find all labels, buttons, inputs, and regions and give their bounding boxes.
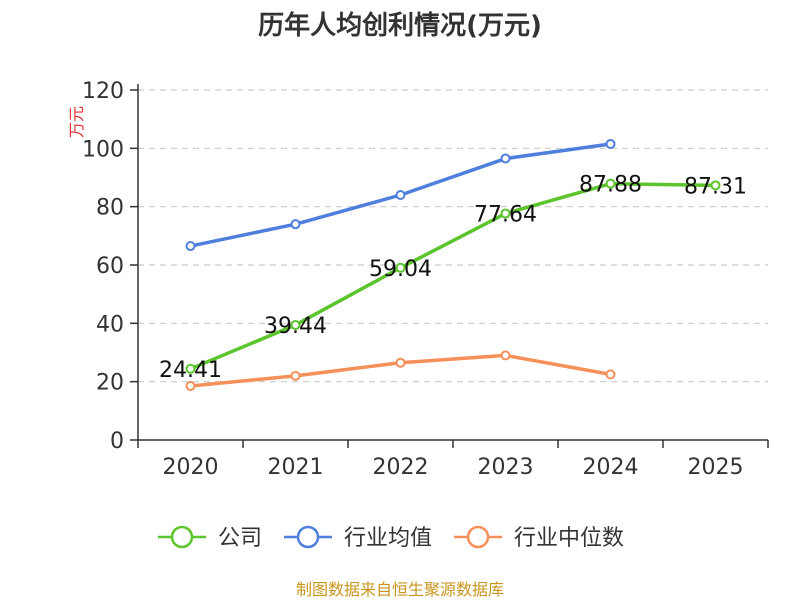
y-tick-label-120: 120 <box>82 79 124 104</box>
series-0 <box>185 178 721 374</box>
series-point-1-2021 <box>290 219 301 230</box>
series-point-2-2023 <box>500 350 511 361</box>
source-footer: 制图数据来自恒生聚源数据库 <box>296 580 504 599</box>
y-tick-label-100: 100 <box>82 137 124 162</box>
legend-label-0: 公司 <box>218 526 262 551</box>
legend-item-2: 行业中位数 <box>454 525 624 551</box>
x-tick-label-2020: 2020 <box>163 455 219 480</box>
y-axis-unit-label: 万元 <box>67 106 86 138</box>
y-axis: 0 20 40 60 80 100 120 <box>82 79 139 454</box>
x-tick-label-2021: 2021 <box>268 455 324 480</box>
chart-title: 历年人均创利情况(万元) <box>258 10 542 41</box>
series-point-1-2022 <box>395 190 406 200</box>
data-labels-0: 24.41 39.44 59.04 77.64 87.88 87.31 <box>159 173 747 383</box>
legend-label-2: 行业中位数 <box>514 526 624 551</box>
x-tick-label-2023: 2023 <box>478 455 534 480</box>
series-point-2-2021 <box>290 370 301 381</box>
series-1 <box>185 138 616 252</box>
legend-swatch-marker-0 <box>170 525 194 549</box>
series-point-2-2022 <box>395 357 406 368</box>
series-point-0-2022 <box>395 262 406 273</box>
y-tick-label-80: 80 <box>96 196 124 221</box>
series-layer: 24.41 39.44 59.04 77.64 87.88 87.31 <box>159 138 747 392</box>
series-point-0-2021 <box>290 319 301 330</box>
series-2 <box>185 350 616 392</box>
series-point-0-2020 <box>185 363 196 374</box>
series-point-0-2025 <box>710 180 721 191</box>
x-tick-label-2025: 2025 <box>688 455 744 480</box>
series-point-2-2024 <box>605 369 616 380</box>
y-tick-label-20: 20 <box>96 371 124 396</box>
series-point-1-2020 <box>185 241 196 252</box>
x-tick-label-2022: 2022 <box>373 455 429 480</box>
data-label-2022: 59.04 <box>369 257 432 282</box>
x-tick-label-2024: 2024 <box>583 455 639 480</box>
legend-swatch-marker-2 <box>466 525 490 549</box>
series-point-1-2023 <box>500 153 511 164</box>
legend-item-1: 行业均值 <box>284 525 432 551</box>
series-line-0 <box>189 181 716 371</box>
legend: 公司 行业均值 行业中位数 <box>158 525 624 551</box>
y-tick-label-0: 0 <box>110 429 124 454</box>
x-axis: 2020 2021 2022 2023 2024 2025 <box>137 439 769 480</box>
data-label-2021: 39.44 <box>264 314 327 339</box>
legend-item-0: 公司 <box>158 525 262 551</box>
series-point-0-2023 <box>500 208 511 219</box>
data-label-2024: 87.88 <box>579 173 642 198</box>
series-point-1-2024 <box>605 138 616 149</box>
y-tick-label-60: 60 <box>96 254 124 279</box>
legend-label-1: 行业均值 <box>344 526 432 551</box>
data-label-2020: 24.41 <box>159 358 222 383</box>
y-tick-label-40: 40 <box>96 312 124 337</box>
series-point-0-2024 <box>605 178 616 189</box>
series-point-2-2020 <box>185 381 196 392</box>
data-label-2025: 87.31 <box>684 174 747 199</box>
legend-swatch-marker-1 <box>296 525 320 549</box>
data-label-2023: 77.64 <box>474 203 537 228</box>
